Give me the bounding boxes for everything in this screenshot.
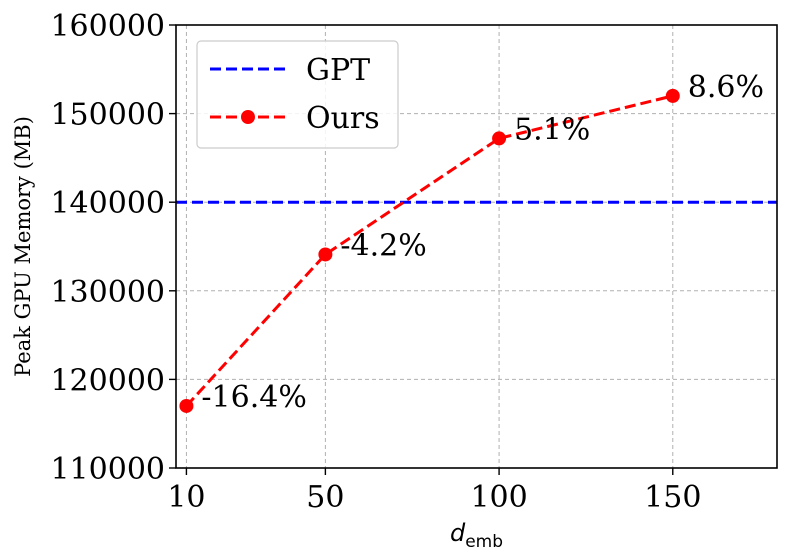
y-tick-label: 160000 (50, 9, 165, 44)
x-axis-label: demb (450, 519, 503, 552)
ours-data-label: 8.6% (688, 70, 764, 105)
series-ours: -16.4% -4.2% 5.1% 8.6% (179, 70, 764, 415)
x-axis-ticks: 10 50 100 150 (167, 468, 701, 515)
y-tick-label: 110000 (50, 452, 165, 487)
x-tick-label: 150 (644, 480, 701, 515)
y-axis-ticks: 110000 120000 130000 140000 150000 160000 (50, 9, 176, 487)
ours-data-label: -16.4% (201, 380, 306, 415)
y-tick-label: 120000 (50, 363, 165, 398)
x-tick-label: 100 (470, 480, 527, 515)
y-tick-label: 150000 (50, 98, 165, 133)
legend-ours-marker (241, 110, 255, 124)
ours-point (492, 131, 507, 146)
legend-ours-label: Ours (306, 101, 380, 136)
ours-point (179, 398, 194, 413)
y-tick-label: 130000 (50, 275, 165, 310)
ours-data-label: -4.2% (340, 228, 426, 263)
plot-frame (175, 24, 778, 469)
ours-data-label: 5.1% (514, 112, 590, 147)
x-tick-label: 50 (306, 480, 344, 515)
ours-point (318, 247, 333, 262)
y-axis-label: Peak GPU Memory (MB) (11, 116, 35, 377)
x-tick-label: 10 (167, 480, 205, 515)
legend-gpt-label: GPT (306, 53, 370, 88)
ours-line (185, 94, 674, 407)
y-tick-label: 140000 (50, 186, 165, 221)
legend: GPT Ours (196, 40, 399, 149)
ours-point (665, 88, 680, 103)
